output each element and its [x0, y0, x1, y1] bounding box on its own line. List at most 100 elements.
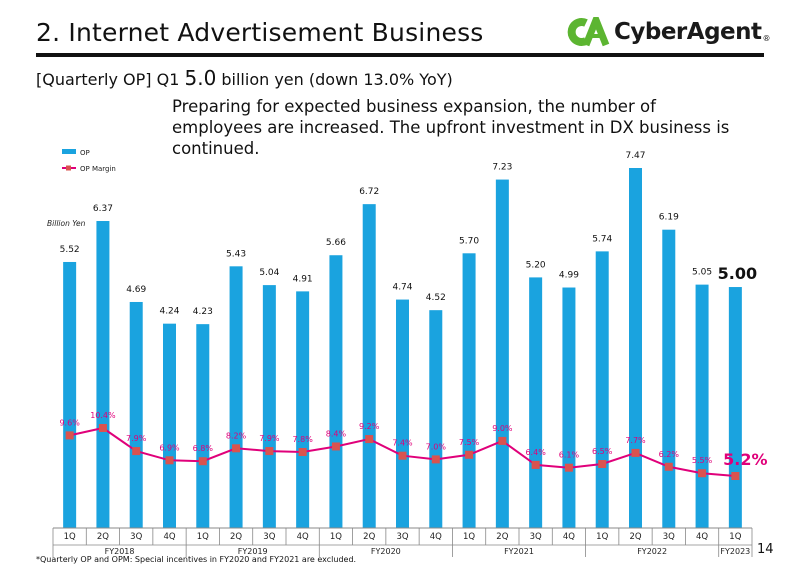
op-bar: [329, 255, 343, 528]
category-tick-label: 2Q: [363, 532, 375, 542]
category-tick-label: 3Q: [130, 532, 142, 542]
op-bar: [196, 324, 210, 528]
op-bar: [229, 266, 243, 528]
op-margin-point: [132, 447, 141, 456]
op-value-label: 5.00: [718, 264, 757, 283]
op-margin-point: [98, 424, 107, 432]
op-value-label: 4.91: [293, 274, 313, 284]
op-margin-label: 8.2%: [226, 431, 247, 440]
op-margin-label: 6.1%: [559, 451, 580, 460]
op-margin-label: 6.5%: [592, 447, 613, 456]
category-tick-label: 1Q: [729, 532, 741, 542]
op-value-label: 4.69: [126, 285, 146, 295]
op-value-label: 4.74: [392, 283, 412, 293]
op-margin-label: 10.4%: [90, 411, 116, 420]
op-margin-point: [265, 447, 274, 456]
op-value-label: 4.23: [193, 307, 213, 317]
category-tick-label: 2Q: [230, 532, 242, 542]
op-margin-label: 6.2%: [659, 450, 680, 459]
footnote: *Quarterly OP and OPM: Special incentive…: [36, 555, 357, 564]
op-value-label: 7.47: [625, 151, 645, 161]
category-tick-label: 1Q: [330, 532, 342, 542]
legend-margin-marker: [66, 165, 71, 171]
op-margin-label: 9.0%: [492, 424, 513, 433]
y-unit-label: Billion Yen: [47, 219, 86, 228]
op-margin-point: [564, 463, 573, 472]
op-margin-point: [331, 442, 340, 451]
category-tick-label: 4Q: [430, 532, 442, 542]
op-bar: [63, 261, 77, 528]
op-value-label: 5.74: [592, 234, 612, 244]
op-margin-point: [598, 460, 607, 468]
op-bar: [129, 301, 143, 528]
op-value-label: 6.19: [659, 213, 679, 223]
category-tick-label: 2Q: [496, 532, 508, 542]
op-margin-point: [498, 436, 507, 445]
fiscal-year-label: FY2020: [371, 547, 401, 556]
op-bar: [562, 287, 576, 528]
op-value-label: 5.66: [326, 238, 346, 248]
category-tick-label: 2Q: [629, 532, 641, 542]
op-margin-point: [431, 455, 440, 464]
op-margin-label: 6.9%: [159, 443, 180, 452]
category-tick-label: 3Q: [530, 532, 542, 542]
op-value-label: 4.52: [426, 293, 446, 303]
op-margin-label: 6.8%: [193, 444, 214, 453]
fiscal-year-label: FY2023: [720, 547, 750, 556]
fiscal-year-label: FY2018: [105, 547, 135, 556]
category-tick-label: 3Q: [663, 532, 675, 542]
op-value-label: 6.37: [93, 204, 113, 214]
op-value-label: 5.52: [60, 245, 80, 255]
op-margin-point: [664, 462, 673, 471]
op-margin-label: 5.5%: [692, 456, 713, 465]
op-margin-label: 9.6%: [59, 418, 80, 427]
legend-margin-label: OP Margin: [80, 165, 116, 173]
op-margin-label: 8.4%: [326, 429, 347, 438]
category-tick-label: 4Q: [696, 532, 708, 542]
op-margin-point: [165, 456, 174, 465]
category-tick-label: 4Q: [563, 532, 575, 542]
logo-mark-icon: [567, 17, 610, 47]
legend-op-label: OP: [80, 149, 90, 157]
category-tick-label: 1Q: [463, 532, 475, 542]
op-bar: [163, 323, 176, 528]
op-margin-point: [398, 451, 407, 460]
op-margin-point: [731, 472, 740, 480]
category-tick-label: 1Q: [197, 532, 209, 542]
op-value-label: 6.72: [359, 187, 379, 197]
fiscal-year-label: FY2022: [637, 547, 667, 556]
op-margin-point: [698, 469, 707, 478]
op-bar: [529, 277, 543, 528]
op-value-label: 5.43: [226, 249, 246, 259]
category-tick-label: 3Q: [396, 532, 408, 542]
op-margin-label: 7.8%: [292, 435, 313, 444]
op-bar: [695, 284, 709, 528]
fiscal-year-label: FY2019: [238, 547, 268, 556]
summary-prefix: [Quarterly OP] Q1: [36, 70, 185, 89]
category-tick-label: 1Q: [596, 532, 608, 542]
op-margin-label: 7.9%: [126, 434, 147, 443]
op-margin-point: [298, 448, 307, 456]
op-value-label: 5.70: [459, 236, 479, 246]
op-margin-label: 7.0%: [426, 442, 447, 451]
fiscal-year-label: FY2021: [504, 547, 534, 556]
logo-text: CyberAgent: [614, 19, 762, 45]
op-bar: [495, 179, 509, 528]
op-margin-label: 6.4%: [525, 448, 546, 457]
op-margin-point: [531, 460, 540, 469]
logo-registered-mark: ®: [762, 33, 771, 43]
quarterly-op-summary: [Quarterly OP] Q1 5.0 billion yen (down …: [36, 66, 453, 90]
category-tick-label: 2Q: [97, 532, 109, 542]
legend-op-swatch: [62, 149, 76, 154]
op-margin-point: [198, 457, 207, 466]
summary-value: 5.0: [184, 66, 217, 90]
commentary-text: Preparing for expected business expansio…: [172, 97, 730, 158]
page-title: 2. Internet Advertisement Business: [36, 18, 484, 47]
op-value-label: 5.20: [526, 260, 546, 270]
page-number: 14: [757, 542, 774, 557]
op-bar: [396, 299, 409, 528]
op-value-label: 5.05: [692, 268, 712, 278]
op-margin-point: [65, 431, 74, 440]
op-margin-label: 7.4%: [392, 439, 413, 448]
